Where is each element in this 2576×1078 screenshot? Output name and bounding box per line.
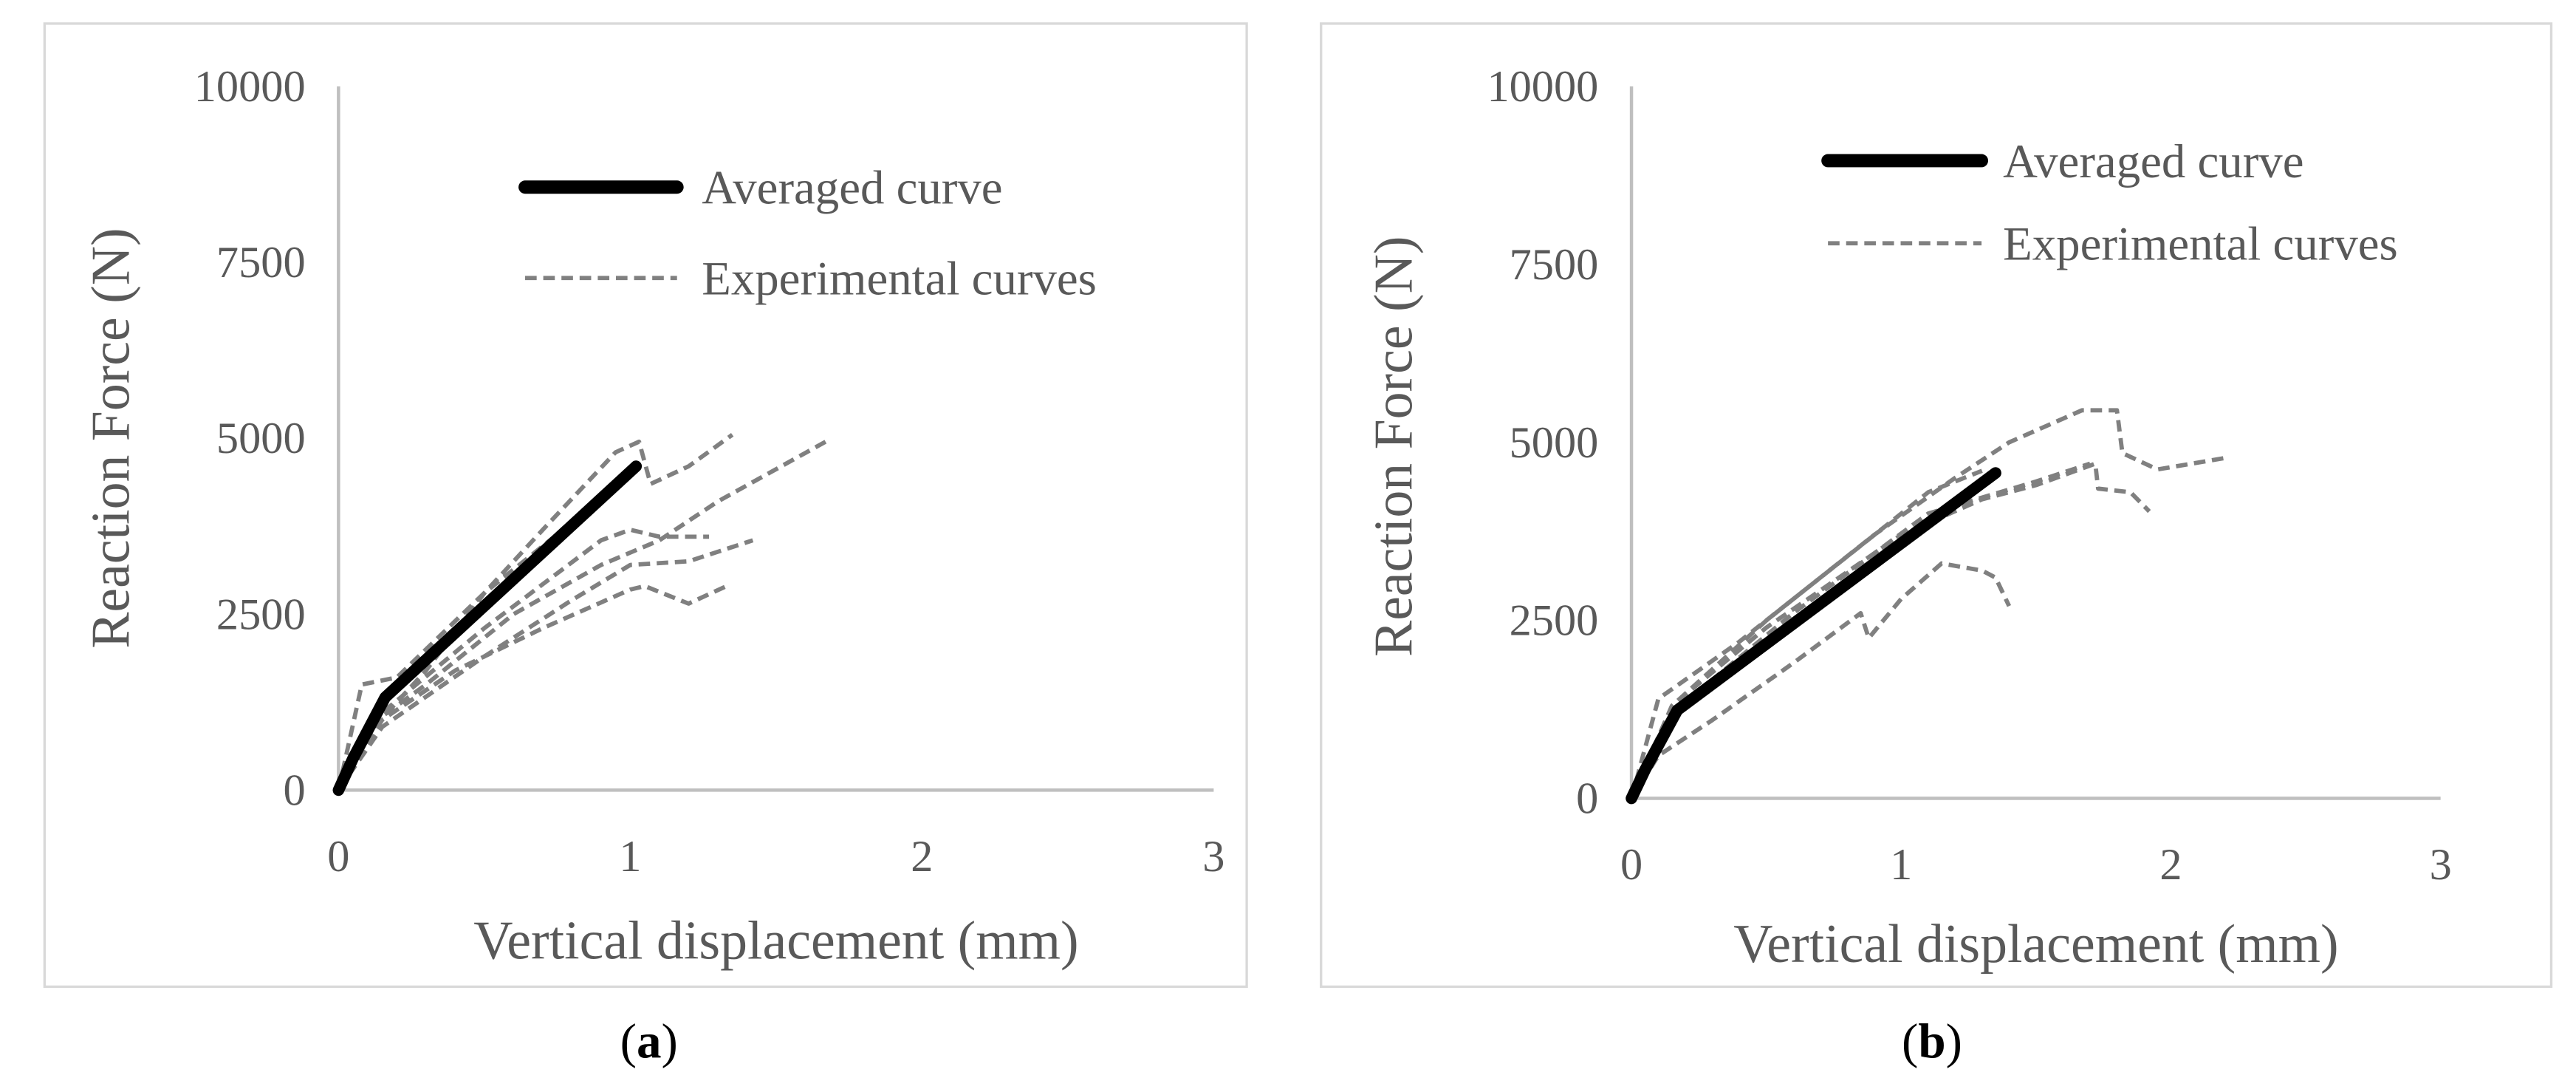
x-tick-label: 2	[2159, 840, 2182, 890]
experimental-curve-line-3	[1629, 461, 2091, 799]
y-tick-label: 5000	[216, 414, 306, 463]
experimental-curve-line-2	[336, 440, 827, 791]
caption-letter: a	[637, 1014, 662, 1069]
x-tick-label: 1	[619, 832, 641, 881]
y-tick-label: 5000	[1510, 418, 1599, 468]
caption-letter: b	[1918, 1014, 1945, 1069]
panel-caption: (a)	[620, 1014, 678, 1069]
caption-paren: (	[620, 1014, 637, 1069]
legend: Averaged curve Experimental curves	[518, 162, 1097, 306]
experimental-curve-line-1	[336, 433, 734, 791]
x-axis-title: Vertical displacement (mm)	[1733, 913, 2338, 974]
experimental-curve-line-1	[1629, 408, 2225, 799]
legend: Averaged curve Experimental curves	[1821, 135, 2398, 271]
legend-label-averaged: Averaged curve	[702, 162, 1002, 215]
experimental-curve-line-5	[336, 584, 728, 791]
experimental-curve-line-2	[1629, 461, 2151, 799]
caption-paren: (	[1902, 1014, 1918, 1069]
y-tick-label: 0	[1576, 774, 1598, 824]
y-axis-title: Reaction Force (N)	[80, 228, 140, 648]
legend-label-experimental: Experimental curves	[2003, 218, 2398, 271]
panel-caption: (b)	[1902, 1014, 1962, 1069]
chart-panel-b: 0 2500 5000 7500 10000 0 1 2 3 Vertical displacem…	[1320, 22, 2553, 1069]
chart-frame	[43, 22, 1248, 989]
y-axis-title: Reaction Force (N)	[1363, 236, 1424, 657]
x-tick-label: 3	[2430, 840, 2452, 890]
experimental-curve-line-4	[1629, 561, 2012, 800]
averaged-curve-line	[1626, 467, 2001, 805]
x-tick-label: 0	[327, 832, 349, 881]
x-tick-label: 2	[911, 832, 933, 881]
x-tick-label: 3	[1202, 832, 1224, 881]
y-tick-label: 7500	[1510, 240, 1599, 290]
y-tick-label: 2500	[216, 590, 306, 639]
y-tick-label: 10000	[194, 62, 306, 112]
chart-panel-a: 0 2500 5000 7500 10000 0 1 2 3 Vertical displacem…	[43, 22, 1248, 1069]
chart-frame	[1320, 22, 2553, 989]
x-axis-title: Vertical displacement (mm)	[473, 910, 1078, 970]
caption-paren: )	[661, 1014, 677, 1069]
legend-label-experimental: Experimental curves	[702, 253, 1097, 306]
experimental-curve-line-3	[336, 528, 710, 791]
averaged-curve-line	[332, 460, 643, 796]
x-tick-label: 0	[1620, 840, 1642, 890]
y-tick-label: 10000	[1487, 62, 1598, 112]
x-tick-label: 1	[1890, 840, 1912, 890]
y-tick-label: 7500	[216, 238, 306, 287]
y-tick-label: 0	[283, 765, 305, 815]
caption-paren: )	[1946, 1014, 1962, 1069]
experimental-curve-line-4	[336, 538, 754, 792]
legend-label-averaged: Averaged curve	[2003, 135, 2303, 188]
y-tick-label: 2500	[1510, 596, 1599, 646]
experimental-curve-line-6	[336, 471, 632, 791]
